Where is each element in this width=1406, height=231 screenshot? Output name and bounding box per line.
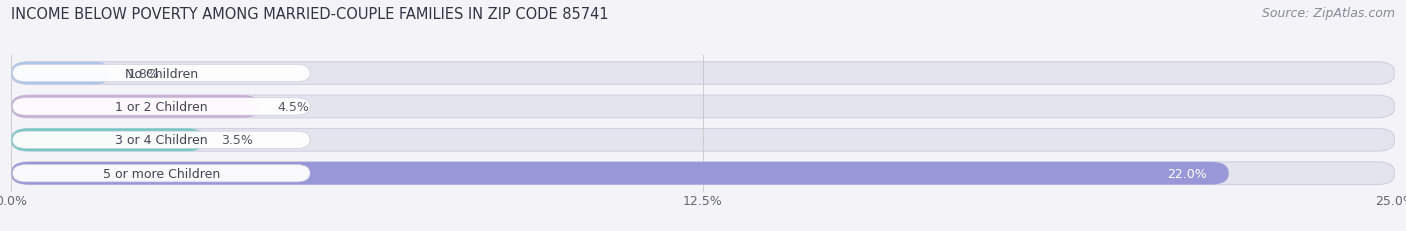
Text: Source: ZipAtlas.com: Source: ZipAtlas.com bbox=[1261, 7, 1395, 20]
FancyBboxPatch shape bbox=[13, 65, 311, 82]
Text: No Children: No Children bbox=[125, 67, 198, 80]
FancyBboxPatch shape bbox=[13, 165, 311, 182]
Text: 22.0%: 22.0% bbox=[1167, 167, 1206, 180]
Text: 4.5%: 4.5% bbox=[277, 100, 309, 113]
Text: 1.8%: 1.8% bbox=[128, 67, 159, 80]
Text: 1 or 2 Children: 1 or 2 Children bbox=[115, 100, 208, 113]
FancyBboxPatch shape bbox=[11, 129, 1395, 152]
FancyBboxPatch shape bbox=[11, 162, 1229, 185]
FancyBboxPatch shape bbox=[13, 132, 311, 149]
FancyBboxPatch shape bbox=[11, 96, 1395, 118]
FancyBboxPatch shape bbox=[13, 98, 311, 116]
FancyBboxPatch shape bbox=[11, 96, 260, 118]
Text: 3.5%: 3.5% bbox=[222, 134, 253, 147]
FancyBboxPatch shape bbox=[11, 162, 1395, 185]
FancyBboxPatch shape bbox=[11, 129, 205, 152]
FancyBboxPatch shape bbox=[11, 62, 1395, 85]
Text: 3 or 4 Children: 3 or 4 Children bbox=[115, 134, 208, 147]
Text: 5 or more Children: 5 or more Children bbox=[103, 167, 219, 180]
Text: INCOME BELOW POVERTY AMONG MARRIED-COUPLE FAMILIES IN ZIP CODE 85741: INCOME BELOW POVERTY AMONG MARRIED-COUPL… bbox=[11, 7, 609, 22]
FancyBboxPatch shape bbox=[11, 62, 111, 85]
